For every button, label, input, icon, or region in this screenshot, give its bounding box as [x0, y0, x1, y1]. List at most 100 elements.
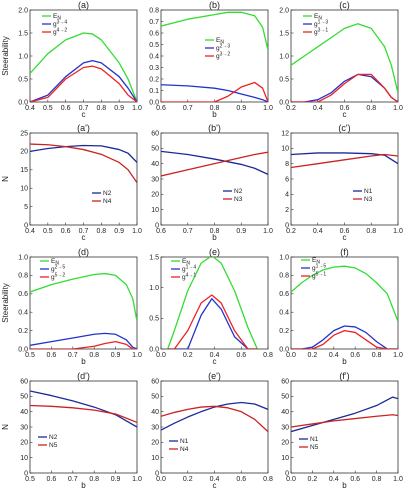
series-line: [167, 294, 258, 349]
y-tick-label: 0.1: [149, 88, 159, 95]
panel-label: (b'): [208, 123, 221, 133]
x-tick-label: 0.8: [366, 105, 376, 112]
y-tick-label: 50: [151, 146, 159, 153]
y-tick-label: 0.3: [149, 65, 159, 72]
x-axis-label: b: [81, 357, 86, 366]
series-line: [291, 153, 398, 169]
y-tick-label: 40: [151, 409, 159, 416]
y-tick-label: 30: [151, 424, 159, 431]
legend-entry: N2: [49, 434, 58, 441]
x-tick-label: 0.5: [25, 352, 35, 359]
y-tick-label: 1.5: [279, 30, 289, 37]
y-tick-label: 1.0: [149, 285, 159, 292]
x-axis-label: c: [343, 110, 347, 119]
y-tick-label: 1.5: [18, 30, 28, 37]
y-tick-label: 60: [281, 378, 289, 385]
legend-entry: g4→2: [53, 28, 67, 37]
x-tick-label: 0.8: [89, 476, 99, 483]
x-axis-label: c: [82, 233, 86, 242]
x-tick-label: 1.0: [263, 228, 273, 235]
y-tick-label: 0.4: [18, 310, 28, 317]
y-tick-label: 25: [20, 130, 28, 137]
y-tick-label: 10: [20, 455, 28, 462]
x-tick-label: 0.4: [329, 476, 339, 483]
legend-entry: g1→5: [312, 264, 326, 273]
x-tick-label: 0.0: [156, 352, 166, 359]
legend-entry: N5: [310, 444, 319, 451]
legend-entry: g1→4: [182, 265, 196, 274]
y-tick-label: 8: [285, 161, 289, 168]
legend-entry: N2: [234, 188, 243, 195]
x-tick-label: 0.8: [89, 352, 99, 359]
series-line: [161, 81, 268, 102]
series-line: [161, 151, 268, 177]
plot-frame: [29, 256, 138, 350]
series-line: [291, 23, 398, 93]
x-tick-label: 0.5: [43, 228, 53, 235]
x-axis-label: b: [342, 357, 347, 366]
x-tick-label: 0.4: [25, 105, 35, 112]
y-tick-label: 2.0: [18, 7, 28, 14]
x-tick-label: 0.8: [372, 352, 382, 359]
y-tick-label: 0.4: [149, 53, 159, 60]
series-line: [291, 265, 398, 322]
panel-e: (e) 0.0 0.2 0.4 0.6 0.8 0.0 0.5 1.0 1.5 c ENg1→4g4→…: [149, 247, 273, 366]
y-tick-label: 0: [155, 222, 159, 229]
x-tick-label: 0.6: [236, 352, 246, 359]
panel-label: (c): [339, 0, 350, 10]
y-tick-label: 30: [20, 424, 28, 431]
x-tick-label: 0.6: [350, 476, 360, 483]
x-tick-label: 0.8: [96, 105, 106, 112]
legend-entry: N1: [310, 436, 319, 443]
x-tick-label: 0.8: [210, 228, 220, 235]
y-tick-label: 0.6: [279, 291, 289, 298]
y-tick-label: 0: [24, 470, 28, 477]
legend-entry: g5→1: [312, 272, 326, 281]
panel-a: (a) 0.4 0.5 0.6 0.7 0.8 0.9 1.0 0.0 0.5 1.0 1.5 2.0 c…: [1, 0, 142, 119]
series-line: [167, 257, 258, 349]
x-tick-label: 0.7: [79, 228, 89, 235]
series-line: [291, 414, 398, 428]
y-axis-label: N: [1, 176, 10, 182]
series-line: [291, 73, 398, 102]
legend-entry: g5→2: [51, 273, 65, 282]
legend-entry: N2: [103, 190, 112, 197]
x-tick-label: 1.0: [132, 105, 142, 112]
x-tick-label: 0.0: [286, 476, 296, 483]
y-tick-label: 60: [151, 130, 159, 137]
y-tick-label: 1.0: [279, 254, 289, 261]
legend-entry: EN: [53, 13, 61, 22]
x-tick-label: 0.6: [340, 228, 350, 235]
legend-entry: g3→2: [216, 52, 230, 61]
y-tick-label: 1.0: [18, 53, 28, 60]
series-line: [161, 11, 268, 51]
y-tick-label: 40: [20, 409, 28, 416]
x-tick-label: 1.0: [393, 352, 403, 359]
legend-entry: N1: [180, 438, 189, 445]
panel-label: (f'): [339, 371, 349, 381]
series-line: [30, 59, 137, 102]
y-tick-label: 1.5: [149, 254, 159, 261]
y-tick-label: 0.6: [18, 291, 28, 298]
panel-label: (c'): [338, 123, 350, 133]
x-tick-label: 0.9: [111, 476, 121, 483]
x-tick-label: 0.5: [43, 105, 53, 112]
y-tick-label: 1.0: [279, 53, 289, 60]
y-tick-label: 15: [20, 167, 28, 174]
series-line: [30, 144, 137, 163]
x-tick-label: 1.0: [132, 352, 142, 359]
y-tick-label: 0.0: [149, 346, 159, 353]
x-axis-label: b: [81, 481, 86, 490]
panel-a-prime: (a') 0.4 0.5 0.6 0.7 0.8 0.9 1.0 0 5 10 15 20 25 c N N2N…: [1, 123, 142, 242]
x-tick-label: 0.6: [340, 105, 350, 112]
y-tick-label: 6: [285, 176, 289, 183]
legend-entry: g3→4: [53, 20, 67, 29]
x-tick-label: 0.8: [263, 352, 273, 359]
